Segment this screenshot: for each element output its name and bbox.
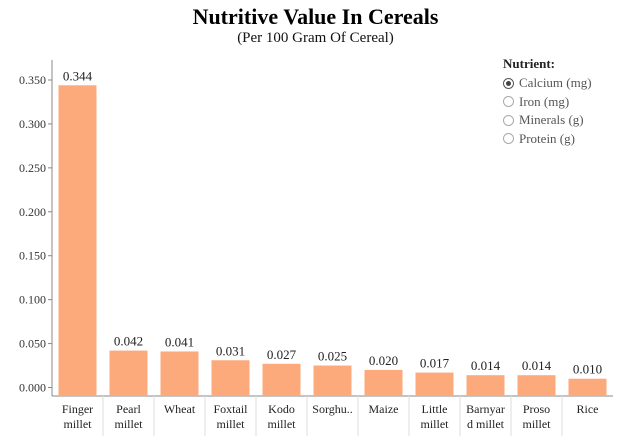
- bar-value-label: 0.041: [165, 334, 194, 349]
- legend-label-minerals: Minerals (g): [519, 112, 584, 128]
- bar-value-label: 0.020: [369, 353, 398, 368]
- x-tick-label: millet: [523, 417, 552, 431]
- x-tick-label: d millet: [467, 417, 505, 431]
- bar-value-label: 0.025: [318, 349, 347, 364]
- bar-value-label: 0.027: [267, 347, 297, 362]
- x-tick-label: Little: [422, 402, 448, 416]
- y-tick-label: 0.350: [19, 73, 46, 87]
- y-tick-label: 0.000: [19, 381, 46, 395]
- legend-label-protein: Protein (g): [519, 131, 575, 147]
- x-tick-label: Pearl: [116, 402, 141, 416]
- bar-value-label: 0.031: [216, 343, 245, 358]
- legend-title: Nutrient:: [503, 56, 592, 72]
- x-tick-label: Wheat: [164, 402, 196, 416]
- bar: [416, 373, 454, 396]
- radio-calcium[interactable]: [503, 78, 514, 89]
- legend-label-iron: Iron (mg): [519, 94, 569, 110]
- bar-value-label: 0.010: [573, 362, 602, 377]
- x-tick-label: Foxtail: [213, 402, 248, 416]
- x-tick-label: Proso: [523, 402, 550, 416]
- bar: [365, 370, 403, 396]
- bar-value-label: 0.017: [420, 356, 450, 371]
- y-tick-label: 0.150: [19, 249, 46, 263]
- x-tick-label: millet: [421, 417, 450, 431]
- nutrient-option-minerals[interactable]: Minerals (g): [503, 111, 592, 130]
- bar: [314, 366, 352, 396]
- y-tick-label: 0.100: [19, 293, 46, 307]
- x-tick-label: Maize: [369, 402, 399, 416]
- x-tick-label: Sorghu..: [312, 402, 352, 416]
- bar: [518, 375, 556, 396]
- y-tick-label: 0.050: [19, 337, 46, 351]
- x-tick-label: Rice: [577, 402, 599, 416]
- x-tick-label: Finger: [62, 402, 93, 416]
- x-tick-label: Kodo: [268, 402, 295, 416]
- y-tick-label: 0.250: [19, 161, 46, 175]
- x-tick-label: millet: [64, 417, 93, 431]
- bar-value-label: 0.014: [522, 358, 552, 373]
- bar-value-label: 0.344: [63, 68, 93, 83]
- radio-minerals[interactable]: [503, 115, 514, 126]
- bar: [59, 85, 97, 396]
- bar: [161, 351, 199, 396]
- y-tick-label: 0.200: [19, 205, 46, 219]
- x-tick-label: millet: [217, 417, 246, 431]
- bar-value-label: 0.042: [114, 334, 143, 349]
- x-tick-label: millet: [115, 417, 144, 431]
- legend-label-calcium: Calcium (mg): [519, 75, 592, 91]
- radio-iron[interactable]: [503, 96, 514, 107]
- bar: [263, 364, 301, 396]
- nutrient-option-protein[interactable]: Protein (g): [503, 130, 592, 149]
- bar: [110, 351, 148, 396]
- bar-value-label: 0.014: [471, 358, 501, 373]
- bar: [569, 379, 607, 396]
- x-tick-label: millet: [268, 417, 297, 431]
- radio-protein[interactable]: [503, 133, 514, 144]
- bar: [467, 375, 505, 396]
- bar: [212, 360, 250, 396]
- x-tick-label: Barnyar: [466, 402, 505, 416]
- nutrient-option-calcium[interactable]: Calcium (mg): [503, 74, 592, 93]
- y-tick-label: 0.300: [19, 117, 46, 131]
- nutrient-legend: Nutrient: Calcium (mg) Iron (mg) Mineral…: [503, 56, 592, 148]
- nutrient-option-iron[interactable]: Iron (mg): [503, 93, 592, 112]
